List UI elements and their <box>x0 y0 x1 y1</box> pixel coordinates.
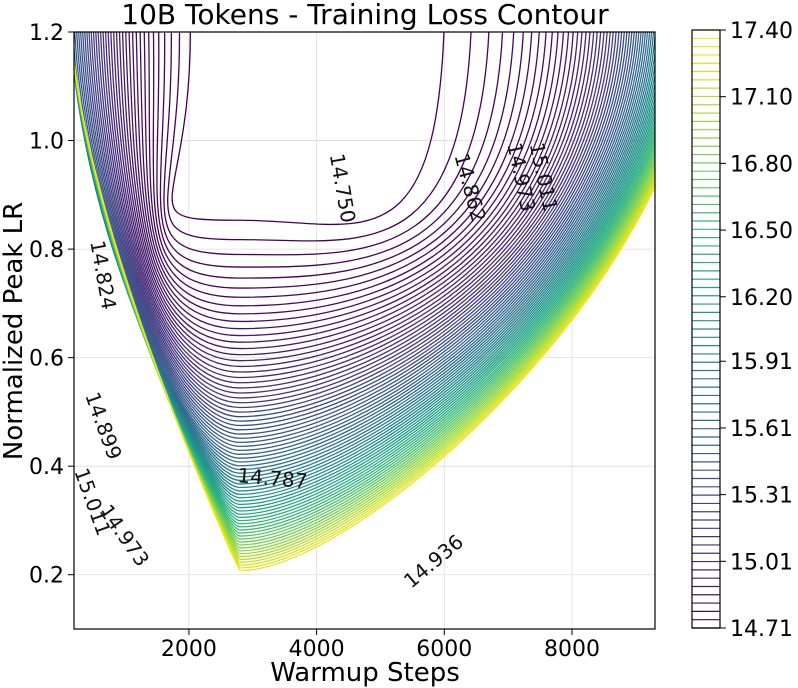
contour-level-line <box>74 59 655 509</box>
contour-level-line <box>131 32 559 330</box>
contour-level-label: 14.750 <box>325 152 361 225</box>
contour-level-line <box>152 32 524 289</box>
contour-level-line <box>99 32 605 394</box>
plot-frame <box>73 31 656 630</box>
contour-level-line <box>115 32 583 362</box>
contour-level-line <box>128 32 564 337</box>
contour-level-line <box>159 32 504 268</box>
colorbar-tick-label: 15.01 <box>730 550 793 575</box>
contour-level-line <box>113 32 587 368</box>
x-tick-label: 4000 <box>289 637 345 662</box>
contour-level-label: 14.936 <box>399 530 468 593</box>
contour-level-line <box>92 32 614 409</box>
colorbar-tick-label: 17.10 <box>730 86 793 111</box>
y-tick-label: 0.6 <box>29 347 64 372</box>
colorbar-tick-label: 16.50 <box>730 219 793 244</box>
colorbar-tick-label: 15.61 <box>730 417 793 442</box>
contour-level-line <box>121 32 574 350</box>
y-tick-label: 0.2 <box>29 564 64 589</box>
contour-level-line <box>90 32 617 413</box>
x-tick-label: 2000 <box>161 637 217 662</box>
contour-level-line <box>148 32 533 298</box>
contour-level-line <box>118 32 579 356</box>
y-tick-label: 1.0 <box>29 130 64 155</box>
contour-level-line <box>171 32 445 226</box>
x-tick-label: 8000 <box>544 637 600 662</box>
contour-level-label: 14.899 <box>80 389 126 463</box>
chart-title: 10B Tokens - Training Loss Contour <box>121 0 609 31</box>
x-tick-label: 6000 <box>416 637 472 662</box>
colorbar-ticks: 14.71 15.01 15.31 15.61 15.91 16.20 16.50 16.80… <box>720 19 793 642</box>
contour-level-line <box>125 32 569 343</box>
contour-level-line <box>156 32 515 279</box>
contour-level-line <box>95 32 611 404</box>
contour-level-line <box>110 32 591 373</box>
contour-level-line <box>143 32 540 307</box>
colorbar <box>692 29 720 629</box>
contour-level-label: 14.787 <box>237 463 309 493</box>
y-axis-title: Normalized Peak LR <box>0 202 29 460</box>
contour-level-line <box>80 32 630 435</box>
contour-level-line <box>82 32 628 431</box>
colorbar-tick-label: 15.31 <box>730 484 793 509</box>
colorbar-tick-label: 17.40 <box>730 19 793 44</box>
contour-level-line <box>84 32 625 427</box>
contour-level-label: 14.862 <box>450 151 491 225</box>
colorbar-tick-label: 16.80 <box>730 152 793 177</box>
contour-level-line <box>139 32 547 315</box>
contour-level-line <box>107 32 595 379</box>
colorbar-frame <box>691 29 721 629</box>
contour-level-line <box>102 32 602 389</box>
contour-level-line <box>74 55 655 572</box>
contour-level-line <box>86 32 623 422</box>
y-axis-ticks: 0.2 0.4 0.6 0.8 1.0 1.2 <box>29 21 74 589</box>
contour-level-label: 14.973 <box>95 500 155 571</box>
colorbar-tick-label: 14.71 <box>730 617 793 642</box>
y-tick-label: 0.4 <box>29 455 64 480</box>
contour-level-line <box>163 32 490 256</box>
x-axis-ticks: 2000 4000 6000 8000 <box>161 629 600 662</box>
y-tick-label: 0.8 <box>29 238 64 263</box>
colorbar-tick-label: 15.91 <box>730 350 793 375</box>
contour-level-line <box>167 32 472 242</box>
contour-level-line <box>88 32 620 418</box>
contour-level-line <box>97 32 608 399</box>
y-tick-label: 1.2 <box>29 21 64 46</box>
contour-lines <box>74 32 655 572</box>
contour-level-line <box>78 32 633 439</box>
colorbar-tick-label: 16.20 <box>730 286 793 311</box>
x-axis-title: Warmup Steps <box>270 658 460 688</box>
contour-level-line <box>135 32 553 323</box>
contour-level-line <box>104 32 598 384</box>
